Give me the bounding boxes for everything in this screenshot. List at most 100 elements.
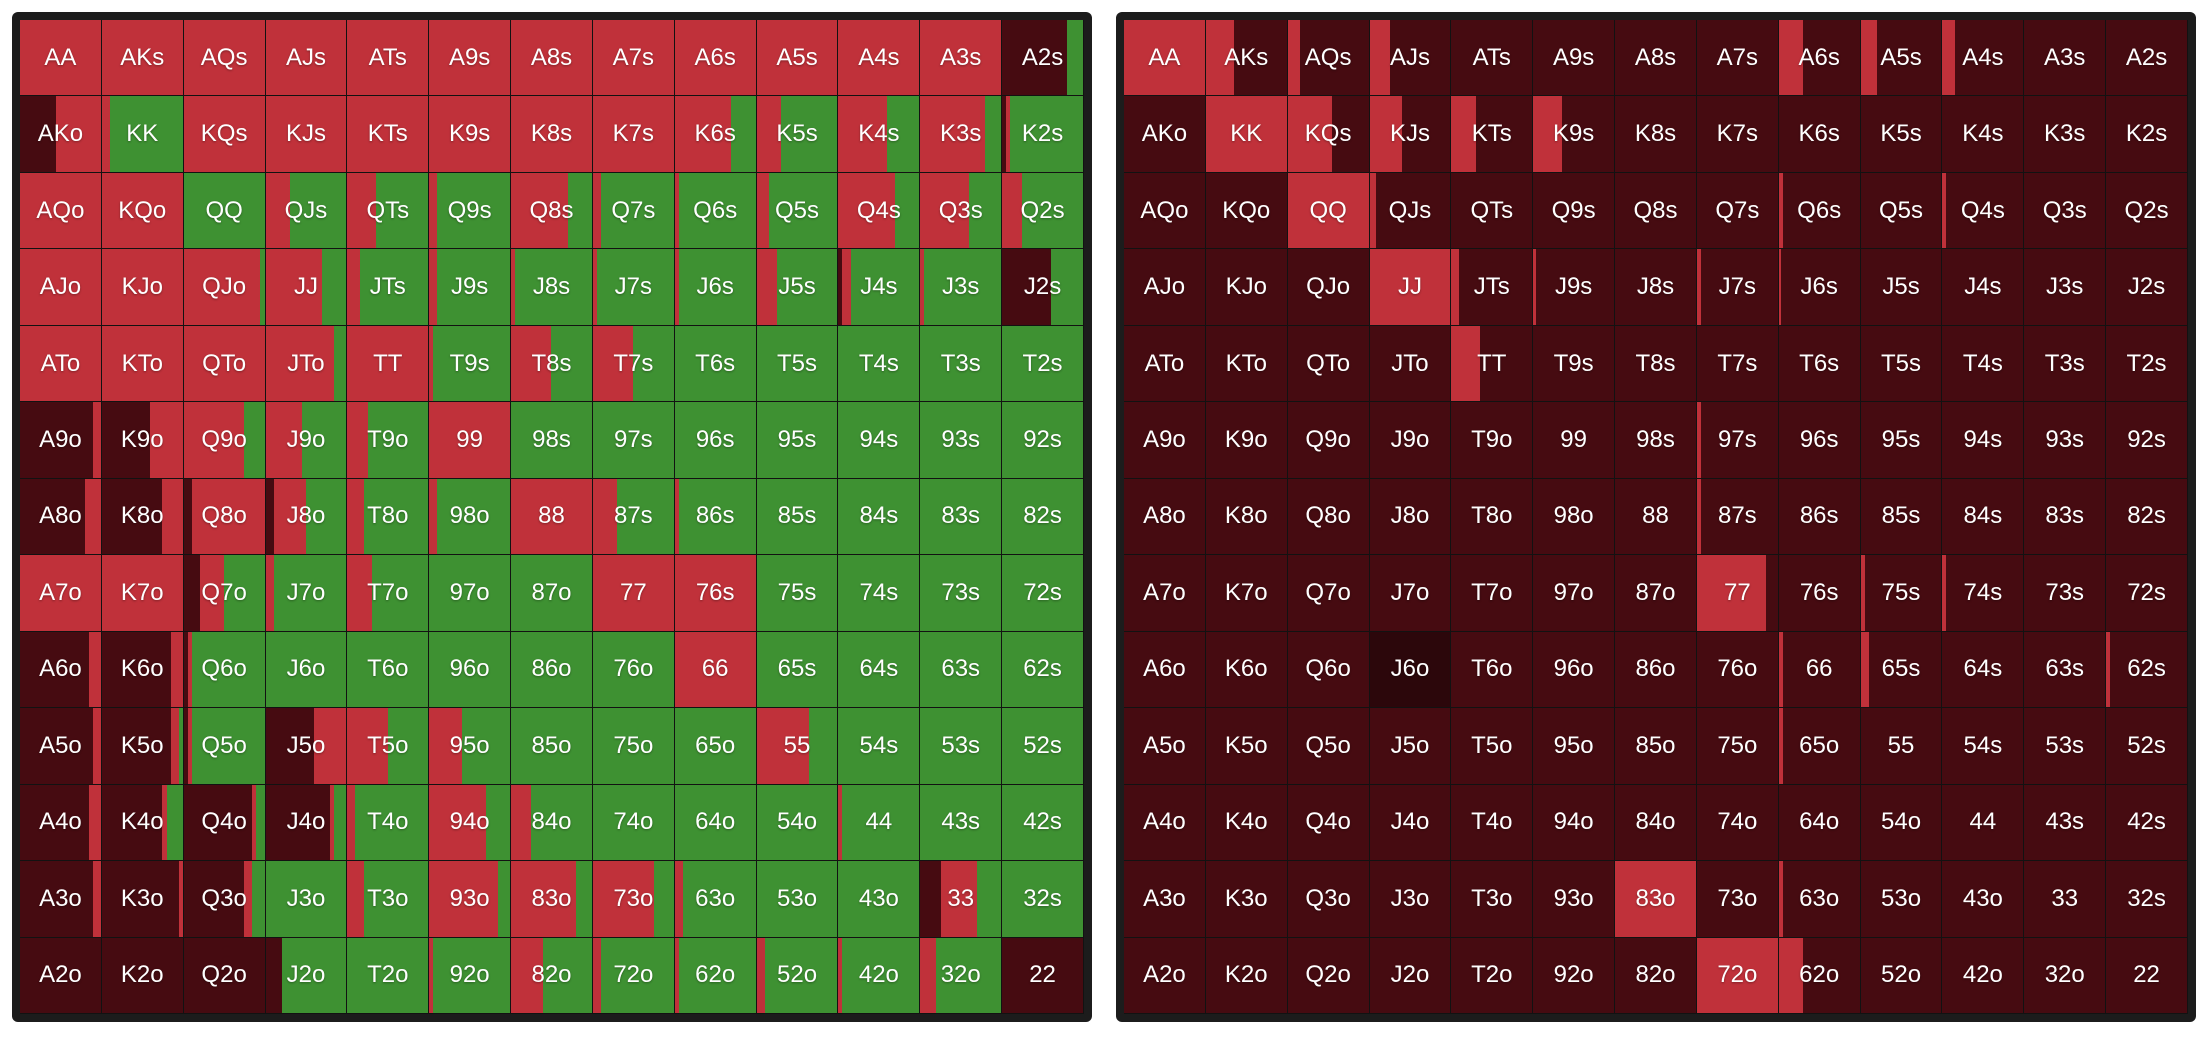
hand-cell-J6s[interactable]: J6s: [674, 249, 757, 326]
hand-cell-A9o[interactable]: A9o: [20, 402, 102, 479]
hand-cell-T9o[interactable]: T9o: [1451, 402, 1534, 479]
hand-cell-97o[interactable]: 97o: [429, 555, 512, 632]
hand-cell-T2s[interactable]: T2s: [1002, 325, 1084, 403]
hand-cell-K7o[interactable]: K7o: [101, 555, 184, 632]
hand-cell-93o[interactable]: 93o: [1533, 861, 1616, 938]
hand-cell-Q5o[interactable]: Q5o: [183, 708, 266, 785]
hand-cell-33[interactable]: 33: [920, 861, 1003, 938]
hand-cell-Q4o[interactable]: Q4o: [183, 784, 266, 862]
hand-cell-Q2o[interactable]: Q2o: [1287, 937, 1370, 1014]
hand-cell-88[interactable]: 88: [1615, 478, 1697, 556]
hand-cell-T9o[interactable]: T9o: [347, 402, 430, 479]
hand-cell-T5o[interactable]: T5o: [1451, 708, 1534, 785]
hand-cell-QJo[interactable]: QJo: [183, 249, 266, 326]
hand-cell-A9s[interactable]: A9s: [1533, 20, 1616, 97]
hand-cell-92o[interactable]: 92o: [429, 937, 512, 1014]
hand-cell-T7s[interactable]: T7s: [592, 325, 675, 403]
hand-cell-75o[interactable]: 75o: [592, 708, 675, 785]
hand-cell-KQs[interactable]: KQs: [183, 96, 266, 173]
hand-cell-97s[interactable]: 97s: [592, 402, 675, 479]
hand-cell-82o[interactable]: 82o: [511, 937, 593, 1014]
hand-cell-K8o[interactable]: K8o: [101, 478, 184, 556]
hand-cell-T9s[interactable]: T9s: [1533, 325, 1616, 403]
hand-cell-KJs[interactable]: KJs: [1369, 96, 1452, 173]
hand-cell-97s[interactable]: 97s: [1696, 402, 1779, 479]
hand-cell-82s[interactable]: 82s: [2106, 478, 2188, 556]
hand-cell-76o[interactable]: 76o: [592, 631, 675, 709]
hand-cell-KJs[interactable]: KJs: [265, 96, 348, 173]
hand-cell-Q7o[interactable]: Q7o: [183, 555, 266, 632]
hand-cell-87o[interactable]: 87o: [511, 555, 593, 632]
hand-cell-96s[interactable]: 96s: [674, 402, 757, 479]
hand-cell-77[interactable]: 77: [592, 555, 675, 632]
hand-cell-QJs[interactable]: QJs: [265, 172, 348, 250]
hand-cell-53o[interactable]: 53o: [1860, 861, 1943, 938]
hand-cell-J8o[interactable]: J8o: [1369, 478, 1452, 556]
hand-cell-K4o[interactable]: K4o: [1205, 784, 1288, 862]
hand-cell-K2s[interactable]: K2s: [2106, 96, 2188, 173]
hand-cell-74o[interactable]: 74o: [592, 784, 675, 862]
hand-cell-K4s[interactable]: K4s: [1942, 96, 2025, 173]
hand-cell-T5s[interactable]: T5s: [1860, 325, 1943, 403]
hand-cell-A2s[interactable]: A2s: [1002, 20, 1084, 97]
hand-cell-J3s[interactable]: J3s: [2024, 249, 2107, 326]
hand-cell-K2s[interactable]: K2s: [1002, 96, 1084, 173]
hand-cell-53s[interactable]: 53s: [920, 708, 1003, 785]
hand-cell-T2s[interactable]: T2s: [2106, 325, 2188, 403]
hand-cell-J7o[interactable]: J7o: [265, 555, 348, 632]
hand-cell-A5o[interactable]: A5o: [1124, 708, 1206, 785]
hand-cell-J5o[interactable]: J5o: [265, 708, 348, 785]
hand-cell-94o[interactable]: 94o: [429, 784, 512, 862]
hand-cell-T7o[interactable]: T7o: [1451, 555, 1534, 632]
hand-cell-92o[interactable]: 92o: [1533, 937, 1616, 1014]
hand-cell-K9o[interactable]: K9o: [101, 402, 184, 479]
hand-cell-A5o[interactable]: A5o: [20, 708, 102, 785]
hand-cell-A3s[interactable]: A3s: [2024, 20, 2107, 97]
hand-cell-73s[interactable]: 73s: [920, 555, 1003, 632]
hand-cell-AKs[interactable]: AKs: [1205, 20, 1288, 97]
hand-cell-Q7o[interactable]: Q7o: [1287, 555, 1370, 632]
hand-cell-KTo[interactable]: KTo: [101, 325, 184, 403]
hand-cell-QJo[interactable]: QJo: [1287, 249, 1370, 326]
hand-cell-A9o[interactable]: A9o: [1124, 402, 1206, 479]
hand-cell-K3o[interactable]: K3o: [1205, 861, 1288, 938]
hand-cell-99[interactable]: 99: [1533, 402, 1616, 479]
hand-cell-64o[interactable]: 64o: [1778, 784, 1861, 862]
hand-cell-T8s[interactable]: T8s: [1615, 325, 1697, 403]
hand-cell-72s[interactable]: 72s: [2106, 555, 2188, 632]
hand-cell-J9o[interactable]: J9o: [265, 402, 348, 479]
hand-cell-A4o[interactable]: A4o: [20, 784, 102, 862]
hand-cell-A3o[interactable]: A3o: [1124, 861, 1206, 938]
hand-cell-J8o[interactable]: J8o: [265, 478, 348, 556]
hand-cell-A5s[interactable]: A5s: [756, 20, 839, 97]
hand-cell-J2o[interactable]: J2o: [1369, 937, 1452, 1014]
hand-cell-K2o[interactable]: K2o: [1205, 937, 1288, 1014]
hand-cell-Q3s[interactable]: Q3s: [2024, 172, 2107, 250]
hand-cell-A8s[interactable]: A8s: [1615, 20, 1697, 97]
hand-cell-AJs[interactable]: AJs: [265, 20, 348, 97]
hand-cell-K6o[interactable]: K6o: [1205, 631, 1288, 709]
hand-cell-63o[interactable]: 63o: [674, 861, 757, 938]
hand-cell-T3s[interactable]: T3s: [920, 325, 1003, 403]
hand-cell-88[interactable]: 88: [511, 478, 593, 556]
hand-cell-62s[interactable]: 62s: [2106, 631, 2188, 709]
hand-cell-AQo[interactable]: AQo: [1124, 172, 1206, 250]
hand-cell-Q5o[interactable]: Q5o: [1287, 708, 1370, 785]
hand-cell-JTs[interactable]: JTs: [347, 249, 430, 326]
hand-cell-75o[interactable]: 75o: [1696, 708, 1779, 785]
hand-cell-K9o[interactable]: K9o: [1205, 402, 1288, 479]
hand-cell-32s[interactable]: 32s: [1002, 861, 1084, 938]
hand-cell-A7s[interactable]: A7s: [1696, 20, 1779, 97]
hand-cell-72o[interactable]: 72o: [1696, 937, 1779, 1014]
hand-cell-QTo[interactable]: QTo: [183, 325, 266, 403]
hand-cell-74o[interactable]: 74o: [1696, 784, 1779, 862]
hand-cell-63s[interactable]: 63s: [920, 631, 1003, 709]
hand-cell-65s[interactable]: 65s: [756, 631, 839, 709]
hand-cell-Q9o[interactable]: Q9o: [1287, 402, 1370, 479]
hand-cell-T4o[interactable]: T4o: [1451, 784, 1534, 862]
hand-cell-32o[interactable]: 32o: [2024, 937, 2107, 1014]
hand-cell-52s[interactable]: 52s: [2106, 708, 2188, 785]
hand-cell-Q2o[interactable]: Q2o: [183, 937, 266, 1014]
hand-cell-86s[interactable]: 86s: [674, 478, 757, 556]
hand-cell-KK[interactable]: KK: [101, 96, 184, 173]
